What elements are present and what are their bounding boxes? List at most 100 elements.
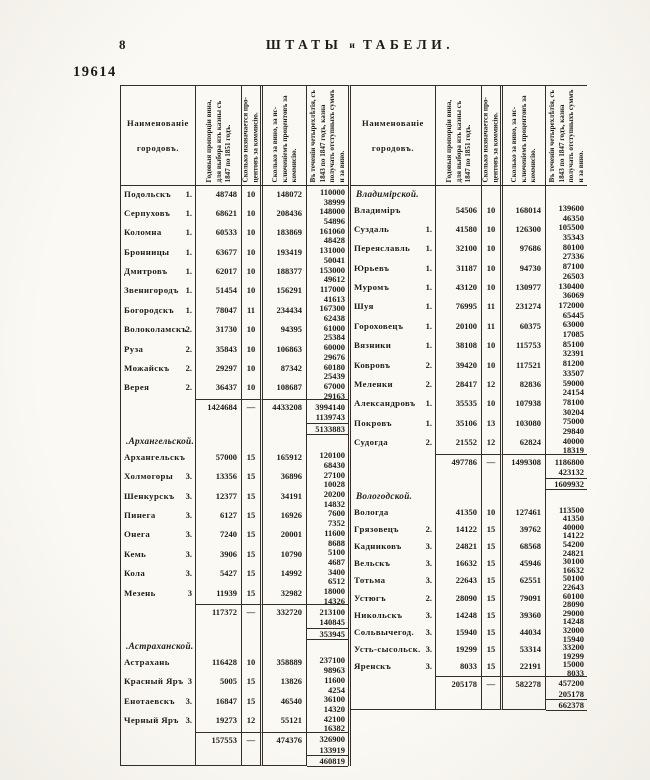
running-title: ШТАТЫ и ТАБЕЛИ. — [170, 36, 550, 54]
table-row: Переяславль 1. 32100 10 97686 80100 27336 — [351, 240, 587, 261]
city-rank: 1. — [185, 304, 192, 315]
annual-proportion-value: 11939 — [195, 585, 241, 605]
section-title: Вологодской. — [356, 491, 413, 502]
annual-proportion-value: 48748 — [195, 186, 241, 206]
city-name: Гороховецъ — [354, 320, 404, 331]
commission-percent-value: 10 — [241, 341, 260, 361]
fouryear-main-value: 20200 — [323, 489, 345, 500]
total-empty-cell — [351, 676, 435, 710]
wine-sum-value: 62824 — [500, 434, 545, 455]
city-name: Грязовецъ — [354, 523, 399, 534]
city-rank: 1. — [185, 246, 192, 257]
annual-proportion-value: 21552 — [435, 434, 481, 455]
fouryear-main-value: 148000 — [319, 206, 346, 217]
section-row: Вологодской. — [351, 488, 587, 505]
city-rank: 1. — [185, 188, 192, 199]
wine-sum-value: 127461 — [500, 504, 545, 522]
fouryear-main-value: 59000 — [562, 377, 584, 388]
fouryear-sub-value: 48428 — [323, 235, 345, 246]
fouryear-cell: 27100 10028 — [306, 468, 348, 489]
city-rank: 1. — [425, 340, 432, 351]
annual-proportion-value: 6127 — [195, 507, 241, 527]
table-row: Владиміръ 54506 10 168014 139600 46350 — [351, 202, 587, 223]
right-table: Наименованіе городовъ. Годовыя пропорціи в… — [351, 85, 587, 712]
fouryear-sub-value: 30204 — [562, 406, 584, 417]
fouryear-main-value: 161060 — [319, 225, 346, 236]
annual-proportion-value: 60533 — [195, 224, 241, 245]
table-row: Гороховецъ 1. 20100 11 60375 63000 17085 — [351, 318, 587, 339]
commission-percent-value: 13 — [481, 415, 500, 435]
city-name: Богородскъ — [124, 304, 174, 315]
commission-percent-value: 10 — [481, 337, 500, 358]
table-row: Кемь 3. 3906 15 10790 5100 4687 — [121, 546, 348, 567]
fouryear-main-value: 110000 — [319, 187, 345, 197]
commission-percent-value: 10 — [481, 202, 500, 222]
fouryear-sub-value: 46350 — [562, 212, 584, 223]
section-empty-cell — [545, 488, 587, 505]
total-fouryear-main: 213100 — [319, 606, 346, 617]
section-empty-cell — [260, 433, 306, 450]
fouryear-sub-value: 49612 — [323, 274, 345, 285]
table-row: Вологда 41350 10 127461 113500 41350 — [351, 504, 587, 523]
city-name: Черный Яръ — [124, 715, 179, 726]
fouryear-cell: 113500 41350 — [545, 504, 587, 523]
total-fouryear-sub: 423132 — [558, 467, 585, 478]
commission-percent-value: 12 — [481, 434, 500, 455]
city-name: Холмогоры — [124, 471, 174, 482]
city-cell: Александровъ 1. — [351, 396, 435, 415]
city-rank: 1. — [185, 266, 192, 277]
city-name: Мезень — [124, 587, 156, 598]
wine-sum-value: 168014 — [500, 202, 545, 222]
wine-sum-value: 97686 — [500, 240, 545, 261]
section-title: Владимірской. — [356, 189, 419, 199]
fouryear-sub-value: 50041 — [323, 254, 345, 265]
column-header-cities: Наименованіе городовъ. — [121, 86, 195, 185]
table-row: Покровъ 1. 35106 13 103080 75000 29840 — [351, 415, 587, 436]
city-cell: Дмитровъ 1. — [121, 264, 195, 283]
city-cell: Красный Яръ 3 — [121, 674, 195, 693]
fouryear-cell: 60000 29676 — [306, 341, 348, 362]
section-empty-cell — [435, 488, 481, 505]
annual-proportion-value: 38108 — [435, 337, 481, 358]
city-rank: 3 — [187, 676, 192, 687]
fouryear-main-value: 85100 — [562, 338, 584, 349]
fouryear-main-value: 60100 — [562, 590, 584, 601]
fouryear-main-value: 61000 — [323, 322, 345, 333]
city-rank: 3. — [425, 575, 432, 586]
city-cell: Сольвычегод. 3. — [351, 624, 435, 641]
fouryear-main-value: 153000 — [319, 264, 346, 275]
fouryear-sub-value: 35343 — [562, 232, 584, 243]
table-row: Астрахань 116428 10 358889 237100 98963 — [121, 654, 348, 676]
commission-percent-value: 10 — [481, 240, 500, 261]
column-header-cities-line2: городовъ. — [371, 143, 415, 153]
fouryear-main-value: 42100 — [323, 713, 345, 724]
city-cell: Юрьевъ 1. — [351, 260, 435, 279]
annual-proportion-value: 41350 — [435, 504, 481, 522]
column-header-commission-percent: Сколько назначается про­центовъ за комми… — [241, 86, 260, 185]
annual-proportion-value: 28090 — [435, 590, 481, 608]
total-percent-dash: — — [241, 731, 260, 766]
commission-percent-value: 12 — [241, 712, 260, 732]
fouryear-main-value: 7600 — [328, 508, 345, 519]
total-wine-value: 4433208 — [260, 399, 306, 434]
column-header-cities-line2: городовъ. — [136, 143, 180, 153]
annual-proportion-value: 3906 — [195, 546, 241, 566]
city-cell: Архангельскъ — [121, 449, 195, 468]
wine-sum-value: 165912 — [260, 449, 306, 469]
fouryear-cell: 30100 16632 — [545, 555, 587, 574]
column-header-commission-percent: Сколько назначается про­центовъ за комми… — [481, 86, 500, 185]
fouryear-sub-value: 14832 — [323, 498, 345, 509]
fouryear-sub-value: 98963 — [323, 665, 345, 676]
fouryear-sub-value: 25439 — [323, 371, 345, 382]
total-wine-value: 1499308 — [500, 454, 545, 489]
fouryear-sub-value: 29163 — [323, 390, 345, 401]
city-rank: 1. — [185, 285, 192, 296]
fouryear-main-value: 139600 — [558, 203, 585, 213]
fouryear-cell: 7600 7352 — [306, 507, 348, 528]
annual-proportion-value: 57000 — [195, 449, 241, 469]
city-name: Енотаевскъ — [124, 695, 175, 706]
fouryear-sub-value: 68430 — [323, 459, 345, 470]
city-cell: Волоколамскъ 2. — [121, 322, 195, 341]
wine-sum-value: 231274 — [500, 298, 545, 319]
total-percent-dash: — — [481, 675, 500, 710]
